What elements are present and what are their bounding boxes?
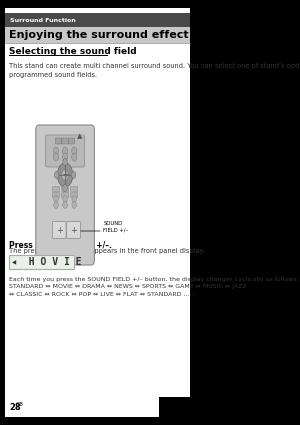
Text: Press SOUND FIELD +/–.: Press SOUND FIELD +/–. (9, 240, 112, 249)
FancyBboxPatch shape (70, 187, 78, 192)
Circle shape (57, 163, 73, 187)
FancyBboxPatch shape (160, 397, 190, 417)
FancyBboxPatch shape (46, 135, 85, 167)
Circle shape (53, 153, 58, 161)
FancyBboxPatch shape (61, 187, 69, 192)
Text: H O V I E: H O V I E (17, 257, 82, 267)
Circle shape (63, 196, 68, 202)
Circle shape (63, 201, 68, 209)
Text: +: + (56, 226, 63, 235)
Text: Surround Function: Surround Function (10, 18, 76, 23)
Circle shape (62, 153, 68, 161)
Circle shape (72, 201, 76, 209)
Text: ◀: ◀ (12, 260, 16, 265)
Text: Enjoying the surround effect: Enjoying the surround effect (9, 30, 189, 40)
Circle shape (63, 184, 68, 192)
FancyBboxPatch shape (5, 8, 190, 417)
FancyBboxPatch shape (52, 221, 66, 238)
FancyBboxPatch shape (55, 138, 62, 144)
Text: GB: GB (16, 402, 23, 407)
Circle shape (54, 172, 59, 178)
Text: SOUND
FIELD +/–: SOUND FIELD +/– (103, 221, 129, 232)
FancyBboxPatch shape (52, 187, 60, 192)
Circle shape (53, 147, 58, 155)
FancyBboxPatch shape (36, 125, 94, 265)
Text: This stand can create multi channel surround sound. You can select one of stand’: This stand can create multi channel surr… (9, 63, 300, 77)
Text: Selecting the sound field: Selecting the sound field (9, 46, 137, 56)
Circle shape (71, 172, 76, 178)
Circle shape (63, 159, 68, 165)
FancyBboxPatch shape (67, 221, 80, 238)
FancyBboxPatch shape (52, 193, 60, 198)
Circle shape (54, 201, 58, 209)
FancyBboxPatch shape (62, 138, 68, 144)
Text: +: + (70, 226, 77, 235)
FancyBboxPatch shape (5, 27, 190, 43)
Circle shape (54, 196, 58, 202)
Circle shape (62, 147, 68, 155)
Text: Each time you press the SOUND FIELD +/– button, the display changes cyclically a: Each time you press the SOUND FIELD +/– … (9, 277, 299, 297)
FancyBboxPatch shape (9, 255, 74, 269)
Text: ▲: ▲ (77, 133, 82, 139)
Circle shape (72, 153, 77, 161)
FancyBboxPatch shape (68, 138, 75, 144)
FancyBboxPatch shape (5, 13, 190, 27)
Text: 28: 28 (9, 402, 21, 411)
FancyBboxPatch shape (61, 193, 69, 198)
Circle shape (72, 147, 77, 155)
Text: +: + (61, 170, 69, 180)
Circle shape (72, 196, 76, 202)
FancyBboxPatch shape (70, 193, 78, 198)
Text: The present sound field appears in the front panel display.: The present sound field appears in the f… (9, 248, 205, 254)
Circle shape (62, 170, 68, 180)
